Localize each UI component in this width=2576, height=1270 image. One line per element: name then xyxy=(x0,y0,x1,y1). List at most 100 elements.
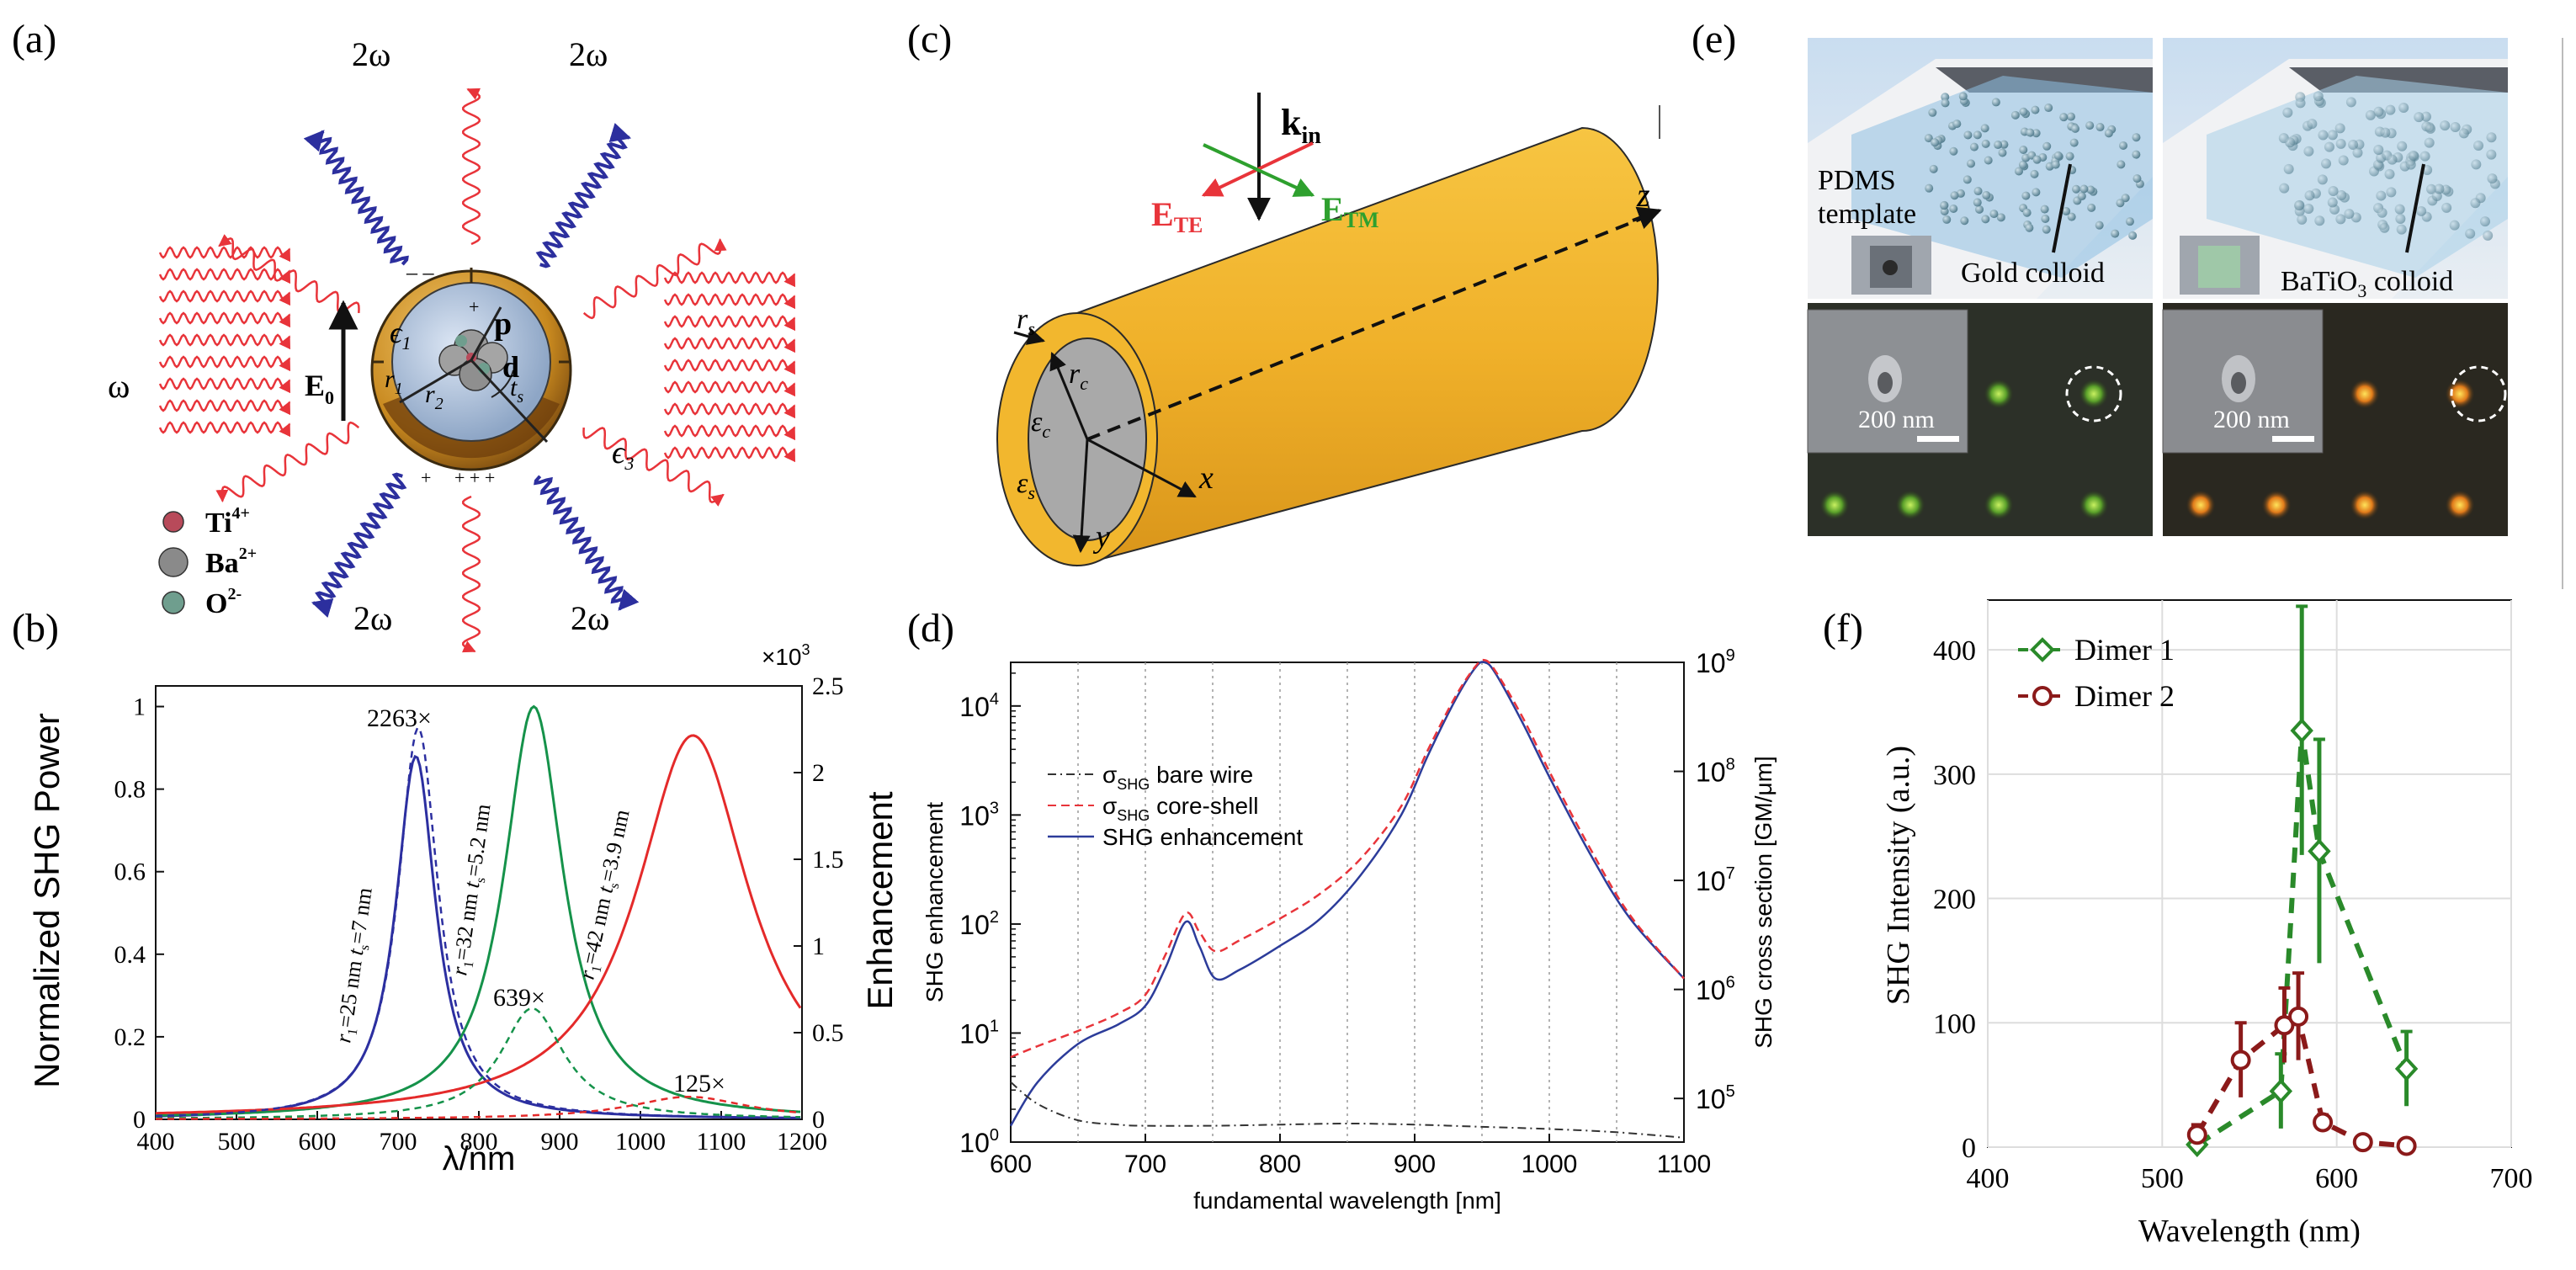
y-tick-label: 1 xyxy=(133,693,146,721)
panel-c-nanowire-diagram: kin ETE ETM z x y rc rs εc εs xyxy=(996,93,1662,567)
colloid-bead xyxy=(2303,146,2314,157)
y-right-tick-label: 106 xyxy=(1696,974,1735,1006)
colloid-bead xyxy=(2348,140,2359,151)
panel-label-e: (e) xyxy=(1692,17,1736,61)
colloid-bead xyxy=(2473,140,2484,151)
legend-core-shell: σSHG core-shell xyxy=(1102,793,1258,824)
colloid-bead xyxy=(1982,191,1991,200)
colloid-bead xyxy=(2335,138,2346,149)
colloid-bead xyxy=(2067,212,2076,221)
eps3-label: ϵ3 xyxy=(612,435,634,474)
colloid-bead xyxy=(2398,103,2409,114)
two-omega-label-br: 2ω xyxy=(571,599,609,637)
colloid-bead xyxy=(2414,112,2425,123)
shg-spot xyxy=(1984,379,2014,409)
colloid-bead xyxy=(1958,92,1968,101)
colloid-bead xyxy=(2051,160,2060,169)
y-right-tick-label: 0.5 xyxy=(812,1019,844,1047)
colloid-bead xyxy=(1949,146,1958,156)
series-line xyxy=(155,704,801,1117)
colloid-bead xyxy=(1942,215,1952,224)
sh-wave-red xyxy=(218,234,360,314)
colloid-bead xyxy=(2465,228,2476,239)
colloid-bead xyxy=(1981,139,1990,148)
colloid-bead xyxy=(2426,183,2437,194)
data-point xyxy=(2269,1078,2293,1104)
x-tick-label: 400 xyxy=(1967,1163,2010,1194)
data-point xyxy=(2290,718,2313,744)
y-tick-label: 0.2 xyxy=(114,1023,146,1051)
scale-bar-label-left: 200 nm xyxy=(1858,406,1935,433)
colloid-bead xyxy=(2336,190,2347,201)
scale-bar-label-right: 200 nm xyxy=(2213,406,2290,433)
colloid-bead xyxy=(2025,223,2034,232)
colloid-bead xyxy=(2279,183,2290,194)
series-line xyxy=(156,1007,801,1119)
x-label: x xyxy=(1198,460,1214,496)
plot-frame xyxy=(1010,662,1685,1143)
rc-label: rc xyxy=(1069,359,1088,394)
incident-wave xyxy=(158,377,291,394)
colloid-bead xyxy=(2420,111,2431,122)
colloid-bead xyxy=(2394,204,2405,215)
x-tick-label: 1000 xyxy=(615,1128,666,1156)
dipole-label: p xyxy=(494,306,512,342)
legend-ba-swatch xyxy=(158,547,189,577)
svg-text:– –: – – xyxy=(406,260,435,284)
colloid-bead xyxy=(2085,121,2095,130)
legend: Dimer 1 Dimer 2 xyxy=(2018,633,2175,713)
colloid-bead xyxy=(2471,159,2482,170)
colloid-bead xyxy=(2377,207,2387,218)
legend-swatch-dimer1 xyxy=(2030,637,2055,662)
incident-wave xyxy=(663,380,796,397)
incident-wave xyxy=(158,246,291,263)
colloid-bead xyxy=(2317,174,2328,185)
colloid-bead xyxy=(2070,124,2079,133)
colloid-bead xyxy=(1941,93,1950,102)
colloid-bead xyxy=(1952,120,1962,129)
colloid-bead xyxy=(2385,104,2396,115)
series-line xyxy=(1009,661,1685,1127)
x-tick-label: 700 xyxy=(1124,1150,1166,1178)
y-tick-label: 103 xyxy=(959,799,999,831)
x-tick-label: 700 xyxy=(380,1128,417,1156)
data-point xyxy=(2313,1112,2334,1133)
colloid-bead xyxy=(2373,145,2384,156)
shg-spot xyxy=(2445,379,2475,409)
rs-arrow xyxy=(1013,327,1046,345)
colloid-bead xyxy=(1929,164,1938,173)
colloid-bead xyxy=(2295,98,2306,109)
x-axis-arrow xyxy=(1086,438,1197,498)
incident-wave xyxy=(663,402,796,419)
sh-wave-blue xyxy=(535,122,632,268)
x-axis-label: Wavelength (nm) xyxy=(2138,1214,2361,1249)
legend: σSHG bare wire σSHG core-shell SHG enhan… xyxy=(1048,762,1303,850)
colloid-bead xyxy=(1960,216,1969,226)
x-tick-label: 400 xyxy=(137,1128,175,1156)
colloid-bead xyxy=(2030,169,2039,178)
data-point xyxy=(2396,1135,2417,1156)
incident-wave xyxy=(663,337,796,353)
x-tick-label: 1100 xyxy=(697,1128,746,1156)
axis-ticks: 600 700 800 900 1000 1100 100 101 102 103 104 105 10… xyxy=(959,646,1734,1178)
shg-spot xyxy=(1984,490,2014,520)
series-line xyxy=(1010,1081,1685,1139)
ec-label: εc xyxy=(1031,407,1050,442)
legend-ti-swatch xyxy=(162,511,184,533)
incident-waves-left xyxy=(158,246,291,438)
core-shell-particle: – – + + + + + xyxy=(370,260,572,488)
axis-ticks: 400 500 600 700 800 900 1000 1100 120000.20.40.6… xyxy=(114,672,844,1156)
k-label: kin xyxy=(1281,102,1321,149)
colloid-bead xyxy=(2072,184,2081,194)
incident-wave xyxy=(663,446,796,463)
colloid-bead xyxy=(1941,98,1950,108)
colloid-bead xyxy=(2313,91,2324,102)
x-tick-label: 600 xyxy=(2315,1163,2358,1194)
y-tick-label: 200 xyxy=(1933,885,1976,916)
colloid-bead xyxy=(2133,174,2142,183)
panel-label-d: (d) xyxy=(907,606,954,651)
eps1-label: ϵ1 xyxy=(390,316,412,353)
y-axis-label: Normalized SHG Power xyxy=(27,713,66,1088)
panel-a-nanoparticle-diagram: – – + + + + + ϵ1 p d r1 r2 ts E0 ω 2ω 2ω… xyxy=(108,35,796,653)
colloid-bead xyxy=(2015,167,2024,176)
